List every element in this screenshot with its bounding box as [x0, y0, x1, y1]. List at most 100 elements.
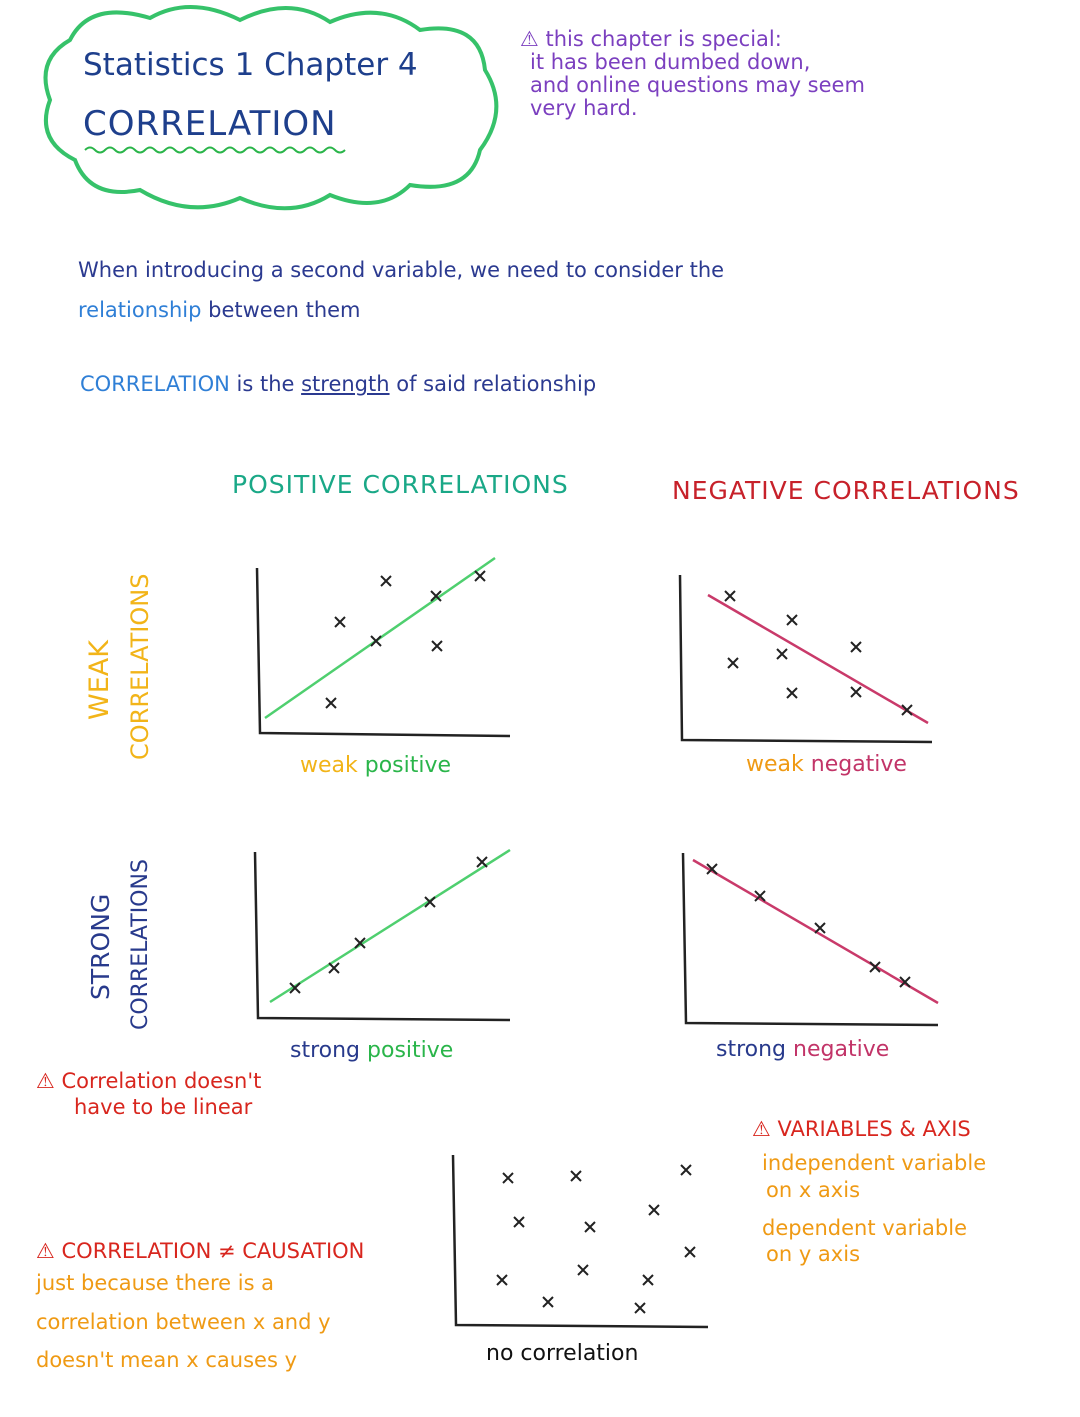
trend-line: [269, 848, 511, 1004]
data-cross: [334, 616, 346, 628]
data-cross: [370, 635, 382, 647]
data-cross: [754, 890, 766, 902]
axes: [678, 574, 933, 744]
note-causation: ⚠ CORRELATION ≠ CAUSATION just because t…: [36, 1238, 364, 1373]
label-weak-negative: weak negative: [746, 752, 907, 777]
axes: [253, 851, 511, 1022]
data-cross: [328, 962, 340, 974]
title-underline: [84, 146, 346, 154]
data-cross: [502, 1172, 514, 1184]
graph-weak-negative: [678, 574, 933, 744]
note-axis-line-1: independent variable: [762, 1151, 987, 1176]
label-no-correlation: no correlation: [486, 1341, 639, 1366]
data-cross: [869, 961, 881, 973]
data-cross: [289, 982, 301, 994]
graph-strong-negative: [681, 852, 939, 1027]
intro-line-1: When introducing a second variable, we n…: [78, 258, 725, 282]
data-cross: [577, 1264, 589, 1276]
label-positive: positive: [367, 1038, 454, 1063]
data-cross: [684, 1246, 696, 1258]
note-nonlinear-line-2: have to be linear: [74, 1095, 253, 1120]
data-cross: [850, 641, 862, 653]
data-cross: [642, 1274, 654, 1286]
note-axis-line-4: on y axis: [766, 1242, 861, 1266]
definition-mid: is the: [229, 372, 302, 396]
axes: [451, 1154, 709, 1329]
data-cross: [634, 1302, 646, 1314]
definition-key: strength: [301, 372, 390, 396]
warning-line-2: it has been dumbed down,: [530, 50, 811, 75]
heading-negative: NEGATIVE CORRELATIONS: [672, 476, 1020, 505]
note-nonlinear-line-1: ⚠ Correlation doesn't: [36, 1069, 262, 1093]
data-cross: [706, 863, 718, 875]
data-cross: [430, 590, 442, 602]
label-strong: strong: [290, 1038, 361, 1063]
data-cross: [648, 1204, 660, 1216]
data-crosses: [289, 570, 913, 1314]
data-cross: [786, 614, 798, 626]
label-negative: negative: [793, 1037, 890, 1062]
data-cross: [496, 1274, 508, 1286]
data-cross: [354, 937, 366, 949]
note-causation-line-2: correlation between x and y: [36, 1309, 331, 1334]
label-weak: weak: [746, 752, 804, 777]
graph-strong-positive: [253, 848, 511, 1022]
title-line-2: CORRELATION: [83, 104, 337, 144]
data-cross: [424, 896, 436, 908]
warning-line-4: very hard.: [530, 96, 638, 121]
label-weak-positive: weak positive: [300, 753, 451, 778]
row-heading-weak-1: WEAK: [84, 640, 115, 720]
title-line-1: Statistics 1 Chapter 4: [83, 47, 418, 83]
row-heading-strong-1: STRONG: [86, 893, 115, 1000]
data-cross: [776, 648, 788, 660]
warning-line-3: and online questions may seem: [530, 73, 865, 98]
label-negative: negative: [810, 752, 907, 777]
data-cross: [570, 1170, 582, 1182]
label-strong-positive: strong positive: [290, 1038, 453, 1063]
data-cross: [786, 687, 798, 699]
axes: [255, 567, 511, 738]
definition-term: CORRELATION: [80, 372, 230, 396]
note-causation-title: ⚠ CORRELATION ≠ CAUSATION: [36, 1239, 365, 1263]
data-cross: [899, 976, 911, 988]
note-axis-title: ⚠ VARIABLES & AXIS: [752, 1117, 971, 1141]
note-nonlinear: ⚠ Correlation doesn't have to be linear: [36, 1068, 261, 1121]
title-cloud: [43, 5, 499, 211]
heading-positive: POSITIVE CORRELATIONS: [232, 470, 569, 499]
row-heading-weak-2: CORRELATIONS: [126, 573, 154, 760]
data-cross: [584, 1221, 596, 1233]
data-cross: [850, 686, 862, 698]
note-axis-line-2: on x axis: [766, 1177, 861, 1202]
data-cross: [901, 704, 913, 716]
row-heading-strong-2: CORRELATIONS: [128, 859, 153, 1030]
definition: CORRELATION is the strength of said rela…: [80, 372, 596, 396]
intro-line-2-rest: between them: [201, 298, 361, 322]
label-strong-negative: strong negative: [716, 1037, 889, 1062]
warning-line-1: ⚠ this chapter is special:: [520, 27, 782, 51]
data-cross: [325, 697, 337, 709]
data-cross: [431, 640, 443, 652]
axes: [681, 852, 939, 1027]
data-cross: [474, 570, 486, 582]
data-cross: [513, 1216, 525, 1228]
data-cross: [814, 922, 826, 934]
chapter-warning: ⚠ this chapter is special: it has been d…: [520, 27, 865, 121]
graph-no-correlation: [451, 1154, 709, 1329]
definition-end: of said relationship: [389, 372, 597, 396]
relationship-term: relationship: [78, 298, 202, 322]
data-cross: [476, 856, 488, 868]
note-causation-line-3: doesn't mean x causes y: [36, 1347, 297, 1372]
intro-line-2: relationship between them: [78, 298, 361, 322]
data-cross: [380, 575, 392, 587]
data-cross: [724, 590, 736, 602]
label-weak: weak: [300, 753, 358, 778]
note-causation-line-1: just because there is a: [36, 1271, 275, 1296]
label-positive: positive: [364, 753, 452, 778]
data-cross: [542, 1296, 554, 1308]
note-axis-line-3: dependent variable: [762, 1215, 967, 1240]
trend-line: [707, 593, 929, 725]
label-strong: strong: [716, 1037, 787, 1062]
note-variables-axis: ⚠ VARIABLES & AXIS independent variable …: [752, 1116, 986, 1267]
data-cross: [680, 1164, 692, 1176]
